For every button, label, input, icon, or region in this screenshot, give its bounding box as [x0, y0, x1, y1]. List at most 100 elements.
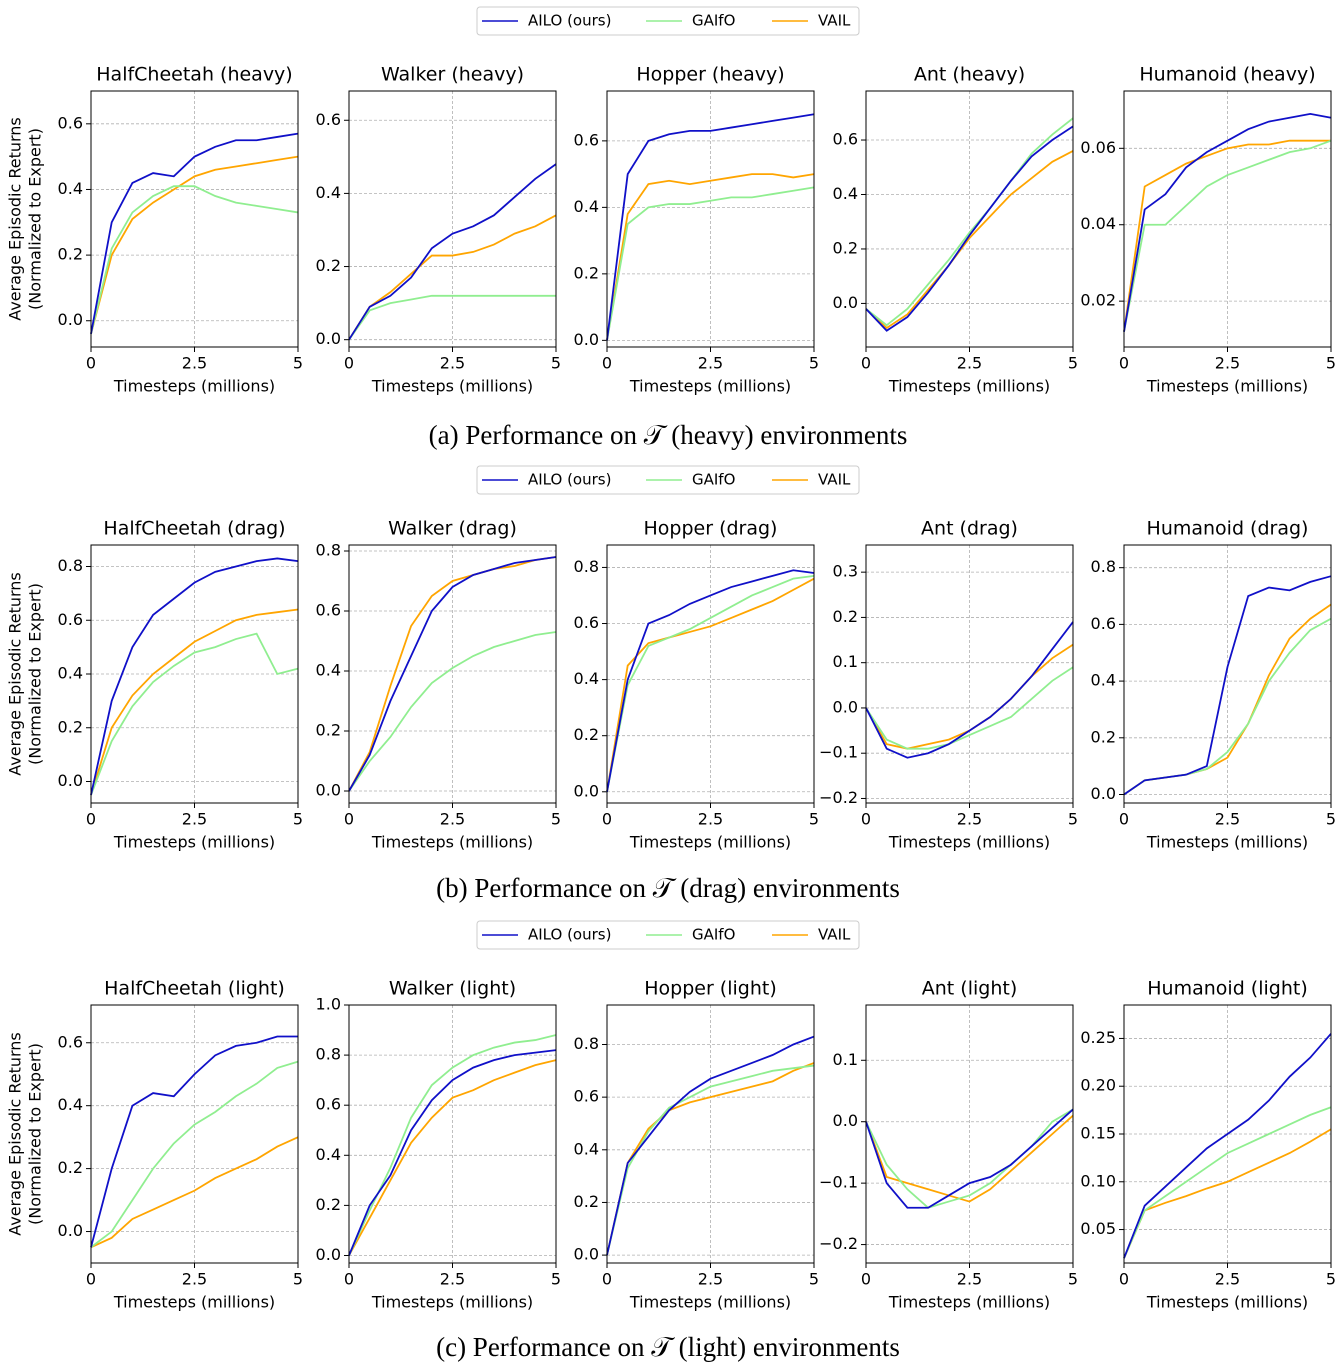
plot-frame [1123, 544, 1332, 804]
legend-label: VAIL [818, 926, 851, 944]
chart-title: HalfCheetah (drag) [103, 518, 285, 540]
x-tick-label: 2.5 [698, 354, 723, 373]
chart-title: Hopper (heavy) [636, 64, 784, 86]
series-line [1123, 139, 1331, 332]
x-tick-label: 5 [809, 810, 819, 829]
y-tick-label: 0.10 [1080, 1171, 1116, 1190]
y-tick-label: 1.0 [316, 995, 341, 1014]
x-tick-label: 2.5 [182, 354, 207, 373]
series-line [606, 577, 815, 792]
plot-frame [1123, 1004, 1332, 1264]
series-line [348, 163, 557, 341]
y-tick-label: 0.04 [1080, 214, 1116, 233]
y-tick-label: 0.0 [316, 781, 341, 800]
chart-title: Humanoid (drag) [1147, 518, 1309, 540]
y-tick-label: 0.4 [316, 661, 341, 680]
x-tick-label: 5 [1326, 354, 1336, 373]
x-axis-label: Timesteps (millions) [629, 833, 791, 852]
y-tick-label: 0.6 [574, 130, 599, 149]
x-tick-label: 5 [293, 810, 303, 829]
y-tick-label: 0.2 [1091, 727, 1116, 746]
chart-title: Ant (drag) [921, 518, 1018, 540]
x-axis-label: Timesteps (millions) [629, 1293, 791, 1312]
y-tick-label: 0.4 [58, 664, 83, 683]
chart-title: Humanoid (heavy) [1139, 64, 1315, 86]
y-axis-label: Average Episodic Returns [6, 572, 25, 776]
plot-frame [90, 544, 299, 804]
x-axis-label: Timesteps (millions) [1146, 377, 1308, 396]
chart-title: Hopper (light) [644, 978, 777, 1000]
series-line [348, 1059, 557, 1256]
plot-frame [90, 1004, 299, 1264]
plot-frame [348, 1004, 557, 1264]
y-tick-label: 0.0 [58, 310, 83, 329]
y-tick-label: 0.4 [1091, 671, 1116, 690]
chart-title: Walker (light) [389, 978, 516, 1000]
series-line [90, 132, 299, 335]
y-tick-label: 0.6 [58, 113, 83, 132]
series-line [90, 632, 299, 796]
y-tick-label: 0.0 [58, 1221, 83, 1240]
y-tick-label: 0.1 [833, 652, 858, 671]
y-tick-label: 0.2 [316, 256, 341, 275]
plot-frame [348, 90, 557, 348]
y-tick-label: 0.6 [58, 1032, 83, 1051]
x-tick-label: 0 [1119, 354, 1129, 373]
chart-title: Ant (heavy) [914, 64, 1025, 86]
x-tick-label: 2.5 [182, 810, 207, 829]
y-tick-label: −0.2 [819, 1234, 858, 1253]
x-axis-label: Timesteps (millions) [888, 377, 1050, 396]
x-tick-label: 2.5 [698, 810, 723, 829]
y-tick-label: 0.8 [316, 541, 341, 560]
x-axis-label: Timesteps (millions) [629, 377, 791, 396]
legend-label: AILO (ours) [528, 12, 611, 30]
x-tick-label: 0 [1119, 810, 1129, 829]
x-axis-label: Timesteps (millions) [113, 377, 275, 396]
x-tick-label: 2.5 [957, 810, 982, 829]
x-tick-label: 5 [1326, 1270, 1336, 1289]
x-axis-label: Timesteps (millions) [371, 377, 533, 396]
y-tick-label: 0.6 [316, 110, 341, 129]
plot-frame [865, 1004, 1074, 1264]
series-line [1123, 575, 1332, 796]
x-tick-label: 2.5 [957, 1270, 982, 1289]
series-line [865, 1114, 1074, 1203]
x-tick-label: 2.5 [182, 1270, 207, 1289]
y-tick-label: 0.4 [316, 1145, 341, 1164]
series-line [865, 1108, 1074, 1209]
series-line [348, 294, 556, 341]
y-tick-label: 0.4 [316, 183, 341, 202]
x-tick-label: 5 [293, 1270, 303, 1289]
y-axis-label: (Normalized to Expert) [26, 1043, 45, 1225]
y-tick-label: 0.6 [833, 130, 858, 149]
plot-frame [348, 544, 557, 804]
chart-title: Hopper (drag) [644, 518, 778, 540]
plot-frame [865, 90, 1074, 348]
legend-label: VAIL [818, 471, 851, 489]
x-tick-label: 5 [1068, 810, 1078, 829]
y-tick-label: 0.6 [316, 1095, 341, 1114]
y-tick-label: 0.6 [1091, 614, 1116, 633]
y-tick-label: 0.6 [574, 1087, 599, 1106]
y-tick-label: −0.1 [819, 1173, 858, 1192]
plot-frame [90, 90, 299, 348]
chart-title: HalfCheetah (light) [104, 978, 285, 1000]
x-tick-label: 2.5 [1215, 354, 1240, 373]
plot-frame [606, 90, 815, 348]
series-line [90, 1136, 299, 1249]
y-tick-label: 0.2 [58, 245, 83, 264]
x-axis-label: Timesteps (millions) [371, 833, 533, 852]
x-axis-label: Timesteps (millions) [888, 833, 1050, 852]
y-tick-label: 0.8 [58, 556, 83, 575]
series-line [1123, 113, 1332, 332]
x-axis-label: Timesteps (millions) [1146, 833, 1308, 852]
y-tick-label: 0.06 [1080, 138, 1116, 157]
y-tick-label: 0.4 [58, 1095, 83, 1114]
chart-title: Walker (heavy) [381, 64, 524, 86]
y-tick-label: 0.0 [574, 1245, 599, 1264]
y-tick-label: 0.8 [1091, 557, 1116, 576]
y-tick-label: 0.2 [58, 717, 83, 736]
y-tick-label: 0.2 [574, 1192, 599, 1211]
series-line [90, 1060, 299, 1248]
legend-label: GAIfO [692, 471, 735, 489]
